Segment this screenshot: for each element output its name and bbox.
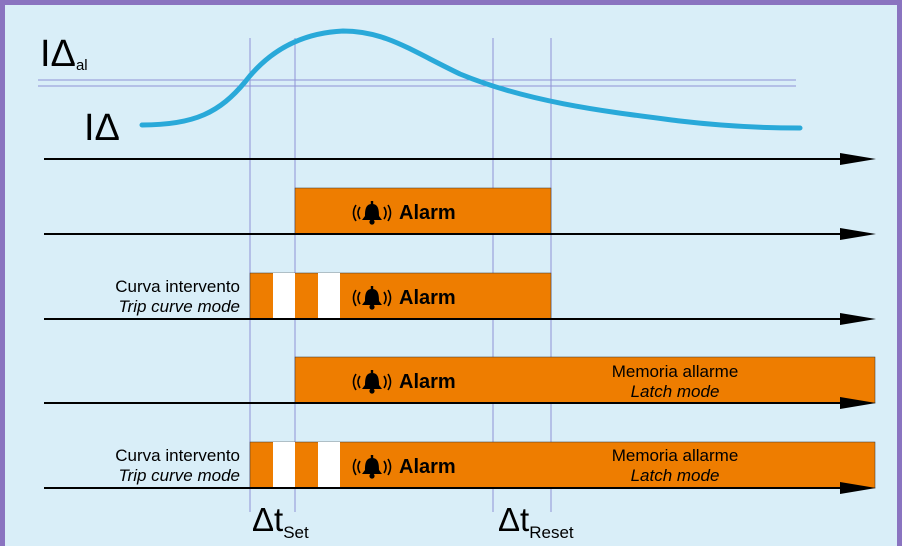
trip-mode-label-en-1: Trip curve mode <box>118 297 240 316</box>
trip-gap-2 <box>318 273 340 319</box>
trip-mode-label-it-2: Curva intervento <box>115 446 240 465</box>
trip-mode-label-it-1: Curva intervento <box>115 277 240 296</box>
latch-mode-label-it-2: Memoria allarme <box>612 446 739 465</box>
alarm-bar-1 <box>294 187 552 235</box>
signal-label: IΔ <box>84 107 120 149</box>
trip-mode-label-en-2: Trip curve mode <box>118 466 240 485</box>
latch-mode-label-en-1: Latch mode <box>631 382 720 401</box>
alarm-bar-3 <box>294 356 876 404</box>
axis-arrow-1 <box>840 153 876 165</box>
delta-t-set-label: ΔtSet <box>252 501 309 542</box>
axis-arrow-5 <box>840 482 876 494</box>
trip-gap-1 <box>273 273 295 319</box>
threshold-label: IΔal <box>40 33 88 75</box>
alarm-label-4: Alarm <box>399 456 456 478</box>
latch-mode-label-it-1: Memoria allarme <box>612 362 739 381</box>
trip-gap-4 <box>318 442 340 488</box>
axis-arrow-4 <box>840 397 876 409</box>
alarm-bar-4 <box>249 441 876 489</box>
axis-arrow-2 <box>840 228 876 240</box>
alarm-label-2: Alarm <box>399 287 456 309</box>
residual-current-curve <box>139 28 803 131</box>
delta-t-reset-label: ΔtReset <box>498 501 574 542</box>
alarm-label-1: Alarm <box>399 202 456 224</box>
alarm-label-3: Alarm <box>399 371 456 393</box>
axis-arrow-3 <box>840 313 876 325</box>
latch-mode-label-en-2: Latch mode <box>631 466 720 485</box>
trip-gap-3 <box>273 442 295 488</box>
